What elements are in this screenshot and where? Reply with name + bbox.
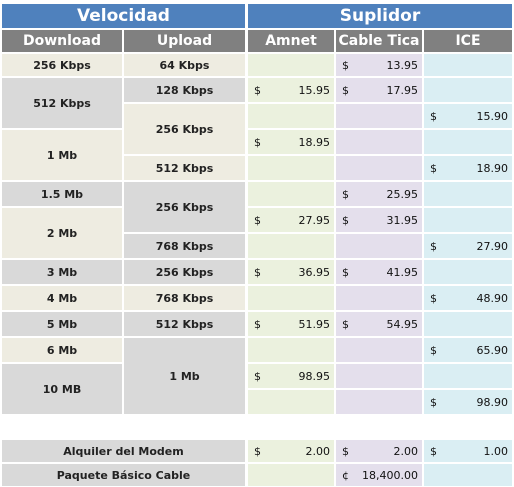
cable-tica-price: $17.95: [336, 78, 422, 102]
cable-package-label: Paquete Básico Cable: [2, 464, 245, 486]
cable-tica-empty: [336, 234, 422, 258]
amnet-price: $27.95: [248, 208, 334, 232]
ice-price: $98.90: [424, 390, 512, 414]
ice-empty: [424, 208, 512, 232]
download-cell: 4 Mb: [2, 286, 122, 310]
amnet-price: $36.95: [248, 260, 334, 284]
cable-tica-empty: [336, 286, 422, 310]
amnet-empty: [248, 390, 334, 414]
modem-label: Alquiler del Modem: [2, 440, 245, 462]
amnet-empty: [248, 234, 334, 258]
upload-cell: 64 Kbps: [124, 54, 245, 76]
cable-package-amnet-empty: [248, 464, 334, 486]
modem-amnet-price: $2.00: [248, 440, 334, 462]
ice-empty: [424, 130, 512, 154]
amnet-empty: [248, 182, 334, 206]
amnet-empty: [248, 286, 334, 310]
modem-ice-price: $1.00: [424, 440, 512, 462]
amnet-price: $51.95: [248, 312, 334, 336]
amnet-empty: [248, 156, 334, 180]
cable-tica-empty: [336, 364, 422, 388]
upload-cell: 512 Kbps: [124, 156, 245, 180]
velocidad-header: Velocidad: [2, 4, 245, 28]
amnet-price: $98.95: [248, 364, 334, 388]
cable-tica-empty: [336, 156, 422, 180]
cable-package-ice-empty: [424, 464, 512, 486]
download-cell: 512 Kbps: [2, 78, 122, 128]
ice-empty: [424, 312, 512, 336]
download-cell: 3 Mb: [2, 260, 122, 284]
amnet-price: $15.95: [248, 78, 334, 102]
upload-cell: 512 Kbps: [124, 312, 245, 336]
upload-cell: 256 Kbps: [124, 260, 245, 284]
ice-price: $27.90: [424, 234, 512, 258]
cable-tica-price: $31.95: [336, 208, 422, 232]
cable-tica-empty: [336, 130, 422, 154]
download-cell: 256 Kbps: [2, 54, 122, 76]
ice-price: $65.90: [424, 338, 512, 362]
cable-tica-price: $54.95: [336, 312, 422, 336]
ice-empty: [424, 54, 512, 76]
cable-tica-price: $25.95: [336, 182, 422, 206]
upload-cell: 128 Kbps: [124, 78, 245, 102]
download-header: Download: [2, 30, 122, 52]
amnet-empty: [248, 104, 334, 128]
ice-header: ICE: [424, 30, 512, 52]
upload-cell: 256 Kbps: [124, 182, 245, 232]
upload-header: Upload: [124, 30, 245, 52]
amnet-empty: [248, 338, 334, 362]
ice-price: $48.90: [424, 286, 512, 310]
cable-tica-empty: [336, 104, 422, 128]
download-cell: 2 Mb: [2, 208, 122, 258]
amnet-price: $18.95: [248, 130, 334, 154]
cable-tica-empty: [336, 338, 422, 362]
cable-package-price: ¢ 18,400.00: [336, 464, 422, 486]
ice-empty: [424, 260, 512, 284]
upload-cell: 256 Kbps: [124, 104, 245, 154]
upload-cell: 768 Kbps: [124, 234, 245, 258]
ice-price: $18.90: [424, 156, 512, 180]
download-cell: 1 Mb: [2, 130, 122, 180]
cable-tica-header: Cable Tica: [336, 30, 422, 52]
ice-empty: [424, 78, 512, 102]
upload-cell: 768 Kbps: [124, 286, 245, 310]
download-cell: 1.5 Mb: [2, 182, 122, 206]
ice-empty: [424, 182, 512, 206]
download-cell: 10 MB: [2, 364, 122, 414]
cable-tica-price: $13.95: [336, 54, 422, 76]
download-cell: 5 Mb: [2, 312, 122, 336]
modem-cable-price: $2.00: [336, 440, 422, 462]
suplidor-header: Suplidor: [248, 4, 512, 28]
cable-tica-empty: [336, 390, 422, 414]
ice-price: $15.90: [424, 104, 512, 128]
amnet-header: Amnet: [248, 30, 334, 52]
ice-empty: [424, 364, 512, 388]
cable-tica-price: $41.95: [336, 260, 422, 284]
upload-cell: 1 Mb: [124, 338, 245, 414]
download-cell: 6 Mb: [2, 338, 122, 362]
amnet-empty: [248, 54, 334, 76]
